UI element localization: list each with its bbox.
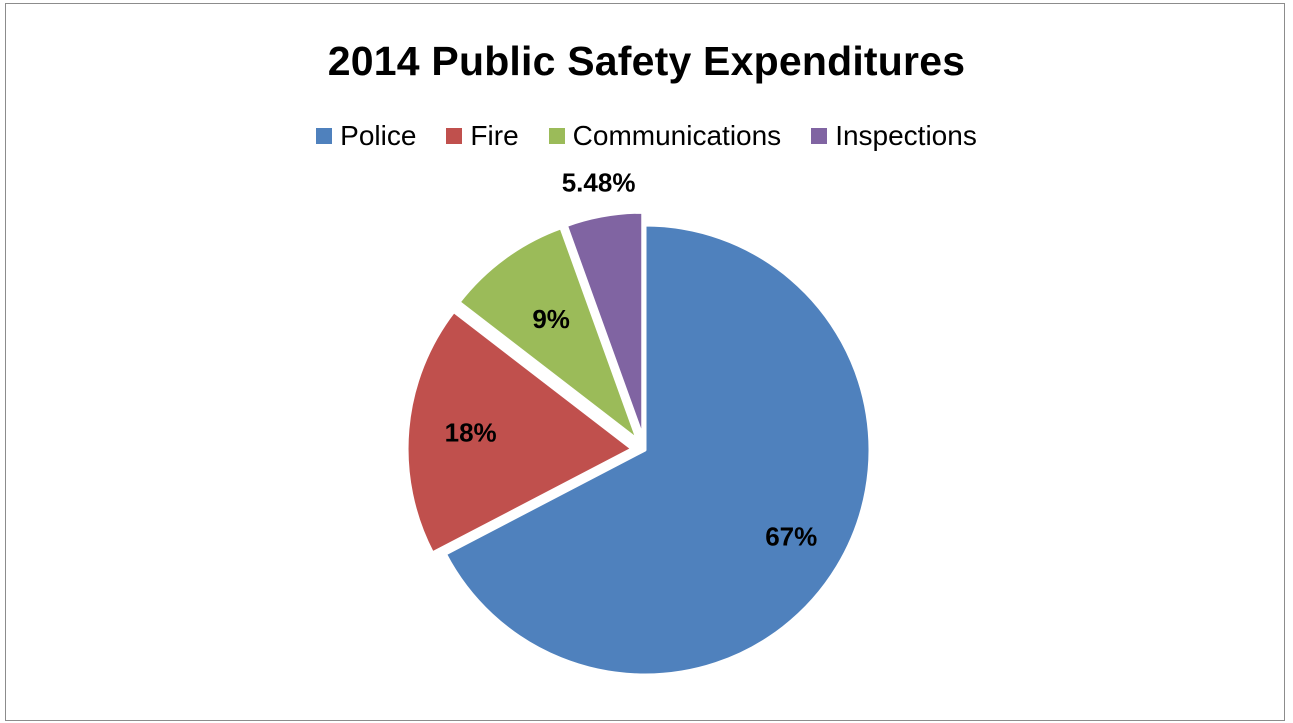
data-label-inspections: 5.48% [562,167,636,197]
legend-swatch-fire [446,128,463,144]
legend-label-communications: Communications [572,120,782,151]
legend-item-fire: Fire [446,120,519,152]
legend-label-inspections: Inspections [835,120,977,151]
data-label-police: 67% [765,522,817,552]
pie-data-labels: 67% 18% 9% 5.48% [445,167,818,551]
legend-label-police: Police [340,120,417,151]
legend-item-inspections: Inspections [811,120,977,152]
legend: Police Fire Communications Inspections [0,120,1293,152]
chart-title: 2014 Public Safety Expenditures [327,38,966,84]
legend-swatch-inspections [811,128,828,144]
data-label-fire: 18% [445,418,497,448]
pie-slice-communications [457,226,639,441]
data-label-communications: 9% [532,304,570,334]
legend-item-police: Police [316,120,416,152]
pie-slice-police [443,223,872,677]
legend-swatch-police [316,128,333,144]
pie-slices [405,210,872,677]
legend-item-communications: Communications [548,120,782,152]
legend-label-fire: Fire [470,120,519,151]
pie-slice-inspections [564,210,645,439]
legend-swatch-communications [548,128,565,144]
pie-slice-fire [405,310,634,555]
